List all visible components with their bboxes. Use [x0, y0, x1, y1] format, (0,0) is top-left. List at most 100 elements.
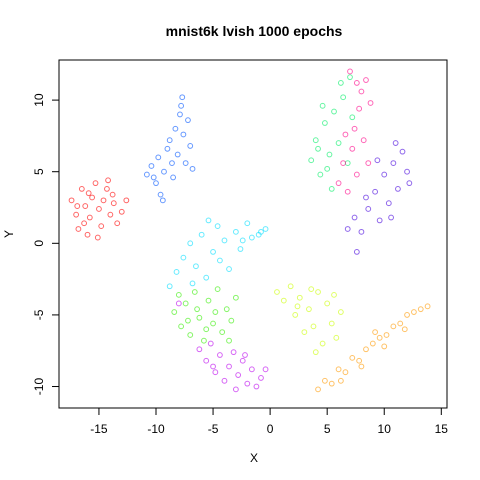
data-point: [239, 357, 246, 364]
x-tick-label: 10: [378, 422, 392, 436]
x-tick-label: 5: [324, 422, 331, 436]
data-point: [187, 332, 194, 338]
data-point: [372, 188, 379, 195]
data-point: [372, 329, 379, 335]
data-point: [118, 208, 125, 215]
data-point: [306, 306, 312, 313]
data-point: [221, 237, 228, 244]
data-point: [205, 217, 212, 224]
data-point: [170, 174, 177, 181]
data-point: [310, 323, 317, 330]
x-tick-label: 0: [267, 422, 274, 436]
y-axis: -10 -5 0 5 10: [32, 93, 60, 396]
data-point: [351, 214, 358, 221]
data-point: [337, 80, 344, 86]
data-point: [258, 375, 264, 381]
data-point: [401, 326, 408, 333]
data-point: [185, 317, 191, 324]
y-axis-label: Y: [2, 230, 16, 238]
data-point: [244, 380, 251, 387]
data-point: [383, 332, 390, 338]
data-point: [230, 349, 237, 356]
data-point: [174, 151, 181, 158]
y-tick-label: 5: [32, 168, 46, 175]
data-point: [228, 317, 235, 324]
data-point: [280, 297, 287, 304]
data-point: [376, 217, 383, 224]
data-point: [187, 143, 194, 149]
data-point: [248, 234, 255, 241]
data-point: [315, 145, 321, 152]
data-point: [166, 283, 173, 290]
chart-title: mnist6k lvish 1000 epochs: [166, 23, 343, 39]
data-point: [333, 334, 340, 341]
data-point: [187, 240, 194, 247]
data-point: [358, 88, 365, 95]
data-point: [201, 337, 207, 344]
data-point: [172, 125, 179, 132]
data-point: [347, 68, 353, 75]
data-point: [321, 120, 328, 126]
data-point: [367, 100, 374, 106]
data-point: [349, 114, 356, 121]
data-point: [105, 177, 111, 184]
data-point: [150, 174, 157, 181]
data-point: [356, 357, 363, 364]
y-tick-label: -5: [32, 309, 46, 320]
data-point: [312, 137, 319, 144]
data-point: [221, 377, 228, 384]
x-axis: -15 -10 -5 0 5 10 15: [90, 407, 449, 436]
data-point: [226, 363, 232, 370]
data-point: [390, 323, 397, 330]
data-point: [94, 234, 101, 241]
data-point: [335, 180, 342, 187]
data-point: [203, 357, 210, 364]
data-point: [178, 102, 185, 109]
y-tick-label: -10: [32, 378, 46, 396]
data-point: [196, 346, 203, 353]
data-point: [210, 249, 216, 255]
data-point: [203, 274, 210, 281]
data-point: [349, 354, 356, 361]
data-point: [210, 363, 216, 370]
data-point: [324, 300, 331, 307]
data-point: [376, 334, 383, 341]
data-point: [363, 346, 369, 353]
data-point: [308, 157, 315, 164]
data-point: [411, 309, 417, 315]
data-point: [86, 214, 93, 221]
data-point: [321, 377, 328, 384]
data-point: [315, 289, 321, 295]
data-point: [109, 191, 116, 198]
data-point: [123, 197, 130, 204]
x-tick-label: 15: [435, 422, 449, 436]
data-point: [155, 154, 162, 161]
data-point: [294, 303, 301, 310]
data-point: [262, 226, 269, 232]
data-point: [356, 105, 363, 112]
data-point: [98, 223, 105, 230]
data-point: [335, 366, 342, 373]
data-point: [331, 291, 337, 298]
data-point: [175, 291, 182, 298]
data-point: [180, 131, 187, 138]
data-point: [85, 190, 92, 197]
data-point: [242, 352, 248, 358]
data-point: [315, 386, 321, 393]
data-point: [100, 197, 107, 204]
data-point: [75, 226, 82, 232]
data-point: [344, 188, 351, 195]
data-point: [203, 326, 210, 333]
data-point: [406, 180, 413, 187]
data-point: [169, 160, 175, 167]
data-point: [374, 157, 381, 164]
data-point: [404, 168, 410, 175]
data-point: [397, 320, 404, 327]
data-point: [248, 366, 255, 373]
data-point: [331, 108, 337, 115]
data-point: [347, 74, 353, 81]
data-point: [178, 323, 185, 330]
data-point: [326, 151, 333, 158]
data-point: [193, 263, 199, 270]
data-point: [417, 306, 424, 313]
